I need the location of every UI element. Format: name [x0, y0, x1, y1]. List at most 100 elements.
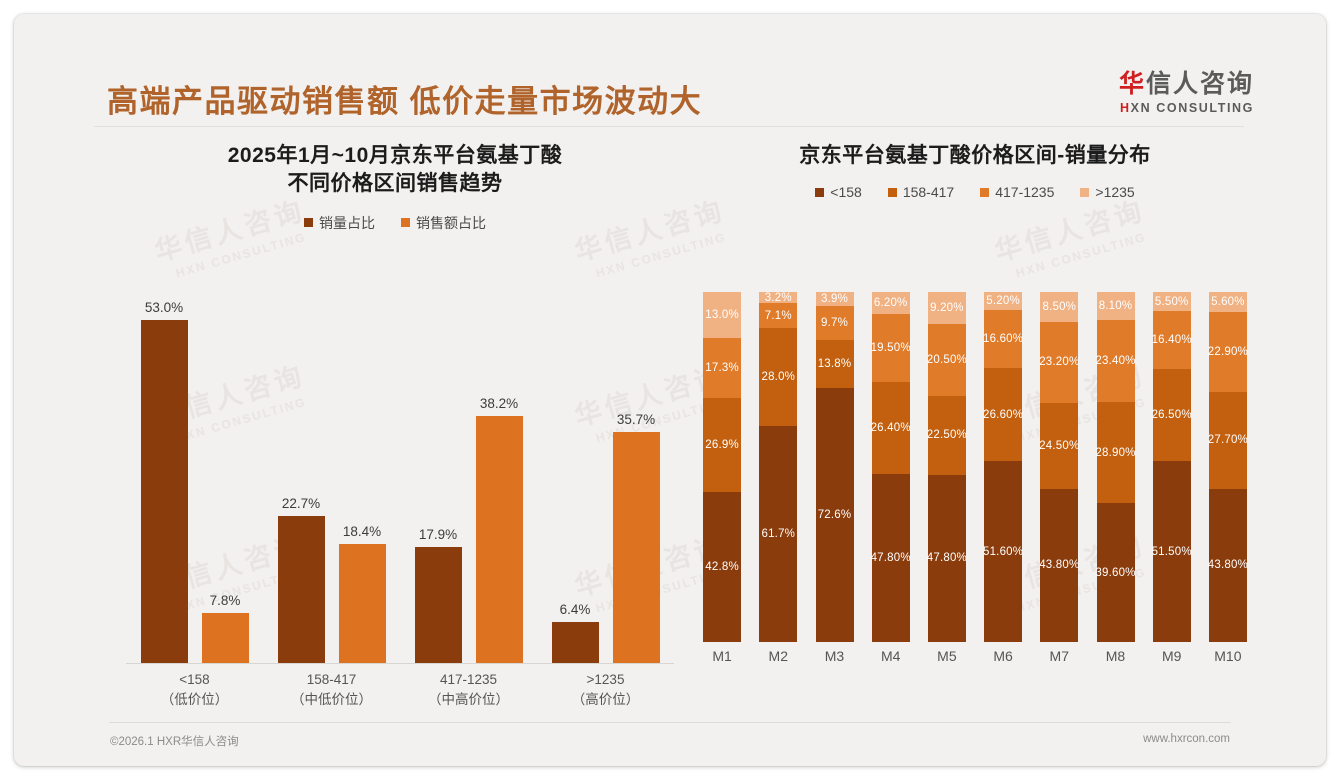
grouped-bar-chart: 53.0% 7.8% 22.7% 18.4% 17.9% 38.2% 6.4% 35.7% <… — [126, 300, 674, 707]
logo-cn-accent-char: 华 — [1118, 70, 1146, 98]
legend-item[interactable]: <158 — [815, 184, 862, 200]
stack-segment[interactable]: 72.6% — [815, 387, 854, 642]
stack-segment[interactable]: 24.50% — [1039, 402, 1079, 489]
x-axis-label: 158-417 （中低价位） — [263, 670, 400, 709]
stack-segment[interactable]: 9.20% — [927, 292, 966, 325]
stack-segment[interactable]: 47.80% — [927, 474, 967, 642]
stack-segment[interactable]: 42.8% — [703, 492, 742, 642]
stack-segment[interactable]: 16.40% — [1152, 311, 1192, 369]
bar-fill — [338, 544, 386, 663]
stack-segment[interactable]: 22.90% — [1208, 311, 1248, 392]
stack-segment[interactable]: 8.10% — [1096, 292, 1135, 321]
stack-segment[interactable]: 17.3% — [703, 337, 742, 399]
legend-swatch-icon — [887, 187, 897, 197]
stack-segment[interactable]: 28.90% — [1095, 402, 1135, 504]
right-chart-plot-area: 13.0% 17.3% 26.9% 42.8% 3.2% 7.1% 28.0% 61.7% 3.… — [694, 292, 1256, 642]
stacked-bar[interactable]: 9.20% 20.50% 22.50% 47.80% — [926, 292, 967, 642]
segment-value-label: 28.0% — [761, 371, 796, 384]
stack-segment[interactable]: 5.50% — [1152, 292, 1191, 312]
stack-segment[interactable]: 23.40% — [1095, 320, 1135, 403]
right-chart-title: 京东平台氨基丁酸价格区间-销量分布 — [690, 142, 1260, 170]
stack-segment[interactable]: 20.50% — [926, 324, 967, 396]
logo-chinese-text: 华信人咨询 — [1119, 70, 1254, 99]
bar-value-label: 7.8% — [209, 592, 241, 608]
stack-segment[interactable]: 5.60% — [1208, 292, 1247, 312]
stack-segment[interactable]: 16.60% — [983, 310, 1023, 369]
segment-value-label: 9.7% — [820, 316, 848, 329]
stacked-bar[interactable]: 5.20% 16.60% 26.60% 51.60% — [983, 292, 1023, 642]
stack-segment[interactable]: 5.20% — [984, 292, 1023, 311]
stack-segment[interactable]: 19.50% — [871, 313, 911, 382]
stacked-bar[interactable]: 3.2% 7.1% 28.0% 61.7% — [759, 292, 798, 642]
x-axis-label-main: <158 — [179, 672, 210, 687]
x-axis-label: 417-1235 （中高价位） — [400, 670, 537, 709]
stack-segment[interactable]: 3.9% — [815, 292, 854, 306]
footer-website[interactable]: www.hxrcon.com — [1143, 733, 1230, 745]
stack-segment[interactable]: 43.80% — [1039, 488, 1079, 642]
stack-segment[interactable]: 47.80% — [871, 474, 911, 642]
stacked-bar[interactable]: 6.20% 19.50% 26.40% 47.80% — [870, 292, 911, 642]
bar[interactable]: 7.8% — [201, 593, 249, 663]
bar[interactable]: 35.7% — [612, 412, 660, 663]
segment-value-label: 8.10% — [1098, 300, 1133, 313]
legend-item[interactable]: 销售额占比 — [401, 213, 486, 233]
stack-segment[interactable]: 23.20% — [1039, 321, 1079, 403]
legend-item[interactable]: 417-1235 — [980, 184, 1054, 200]
stack-segment[interactable]: 43.80% — [1207, 488, 1248, 642]
right-chart-panel: 京东平台氨基丁酸价格区间-销量分布 <158 158-417 417-1235 >12… — [690, 142, 1260, 707]
stack-segment[interactable]: 27.70% — [1208, 391, 1248, 489]
segment-value-label: 43.80% — [1207, 559, 1248, 572]
stack-segment[interactable]: 26.9% — [703, 398, 742, 493]
bar[interactable]: 18.4% — [338, 524, 386, 663]
legend-swatch-icon — [401, 218, 410, 228]
stack-segment[interactable]: 13.0% — [703, 292, 742, 338]
stack-segment[interactable]: 51.60% — [983, 461, 1023, 642]
bar-fill — [414, 547, 462, 663]
stacked-bar[interactable]: 8.50% 23.20% 24.50% 43.80% — [1039, 292, 1079, 642]
legend-item[interactable]: 158-417 — [887, 184, 954, 200]
stack-segment[interactable]: 22.50% — [927, 395, 967, 475]
bar[interactable]: 22.7% — [277, 496, 325, 663]
stacked-bar[interactable]: 3.9% 9.7% 13.8% 72.6% — [815, 292, 854, 642]
stacked-bar[interactable]: 5.50% 16.40% 26.50% 51.50% — [1152, 292, 1192, 642]
bar[interactable]: 17.9% — [414, 527, 462, 663]
legend-label: <158 — [830, 184, 862, 201]
bar[interactable]: 38.2% — [475, 396, 523, 663]
stack-segment[interactable]: 8.50% — [1040, 292, 1079, 322]
stack-segment[interactable]: 6.20% — [871, 292, 910, 314]
stacked-bar[interactable]: 13.0% 17.3% 26.9% 42.8% — [703, 292, 742, 642]
segment-value-label: 8.50% — [1042, 300, 1077, 313]
bar[interactable]: 6.4% — [551, 602, 599, 663]
bar-value-label: 22.7% — [281, 496, 321, 512]
legend-item[interactable]: 销量占比 — [304, 213, 375, 233]
stacked-bar-chart: 13.0% 17.3% 26.9% 42.8% 3.2% 7.1% 28.0% 61.7% 3.… — [694, 292, 1256, 692]
stack-segment[interactable]: 26.40% — [870, 381, 911, 475]
right-chart-title-line1: 京东平台氨基丁酸价格区间-销量分布 — [799, 144, 1151, 167]
footer-copyright: ©2026.1 HXR华信人咨询 — [110, 736, 239, 748]
segment-value-label: 20.50% — [926, 354, 967, 367]
stack-segment[interactable]: 61.7% — [759, 426, 798, 642]
stack-segment[interactable]: 13.8% — [815, 339, 854, 388]
stack-segment[interactable]: 3.2% — [759, 292, 798, 304]
bar-value-label: 35.7% — [616, 412, 656, 428]
bar[interactable]: 53.0% — [140, 300, 188, 663]
stack-segment[interactable]: 26.50% — [1152, 368, 1192, 462]
x-axis-label: M9 — [1161, 648, 1182, 664]
stacked-bar[interactable]: 5.60% 22.90% 27.70% 43.80% — [1207, 292, 1248, 642]
x-axis-label: M2 — [768, 648, 788, 664]
stack-segment[interactable]: 39.60% — [1095, 503, 1135, 642]
stack-segment[interactable]: 51.50% — [1152, 461, 1192, 642]
segment-value-label: 6.20% — [873, 296, 908, 309]
stack-segment[interactable]: 26.60% — [983, 368, 1023, 462]
stack-segment[interactable]: 28.0% — [759, 328, 798, 427]
bar-group: 22.7% 18.4% — [263, 301, 400, 663]
left-chart-baseline — [126, 663, 674, 664]
stack-segment[interactable]: 9.7% — [815, 305, 854, 340]
bar-fill — [277, 516, 325, 663]
legend-item[interactable]: >1235 — [1080, 184, 1135, 200]
stack-segment[interactable]: 7.1% — [759, 303, 798, 329]
stacked-bar[interactable]: 8.10% 23.40% 28.90% 39.60% — [1095, 292, 1135, 642]
segment-value-label: 26.40% — [870, 422, 911, 435]
segment-value-label: 3.9% — [820, 292, 848, 305]
slide-canvas: 华信人咨询 HXN CONSULTING 华信人咨询 HXN CONSULTIN… — [14, 14, 1326, 766]
